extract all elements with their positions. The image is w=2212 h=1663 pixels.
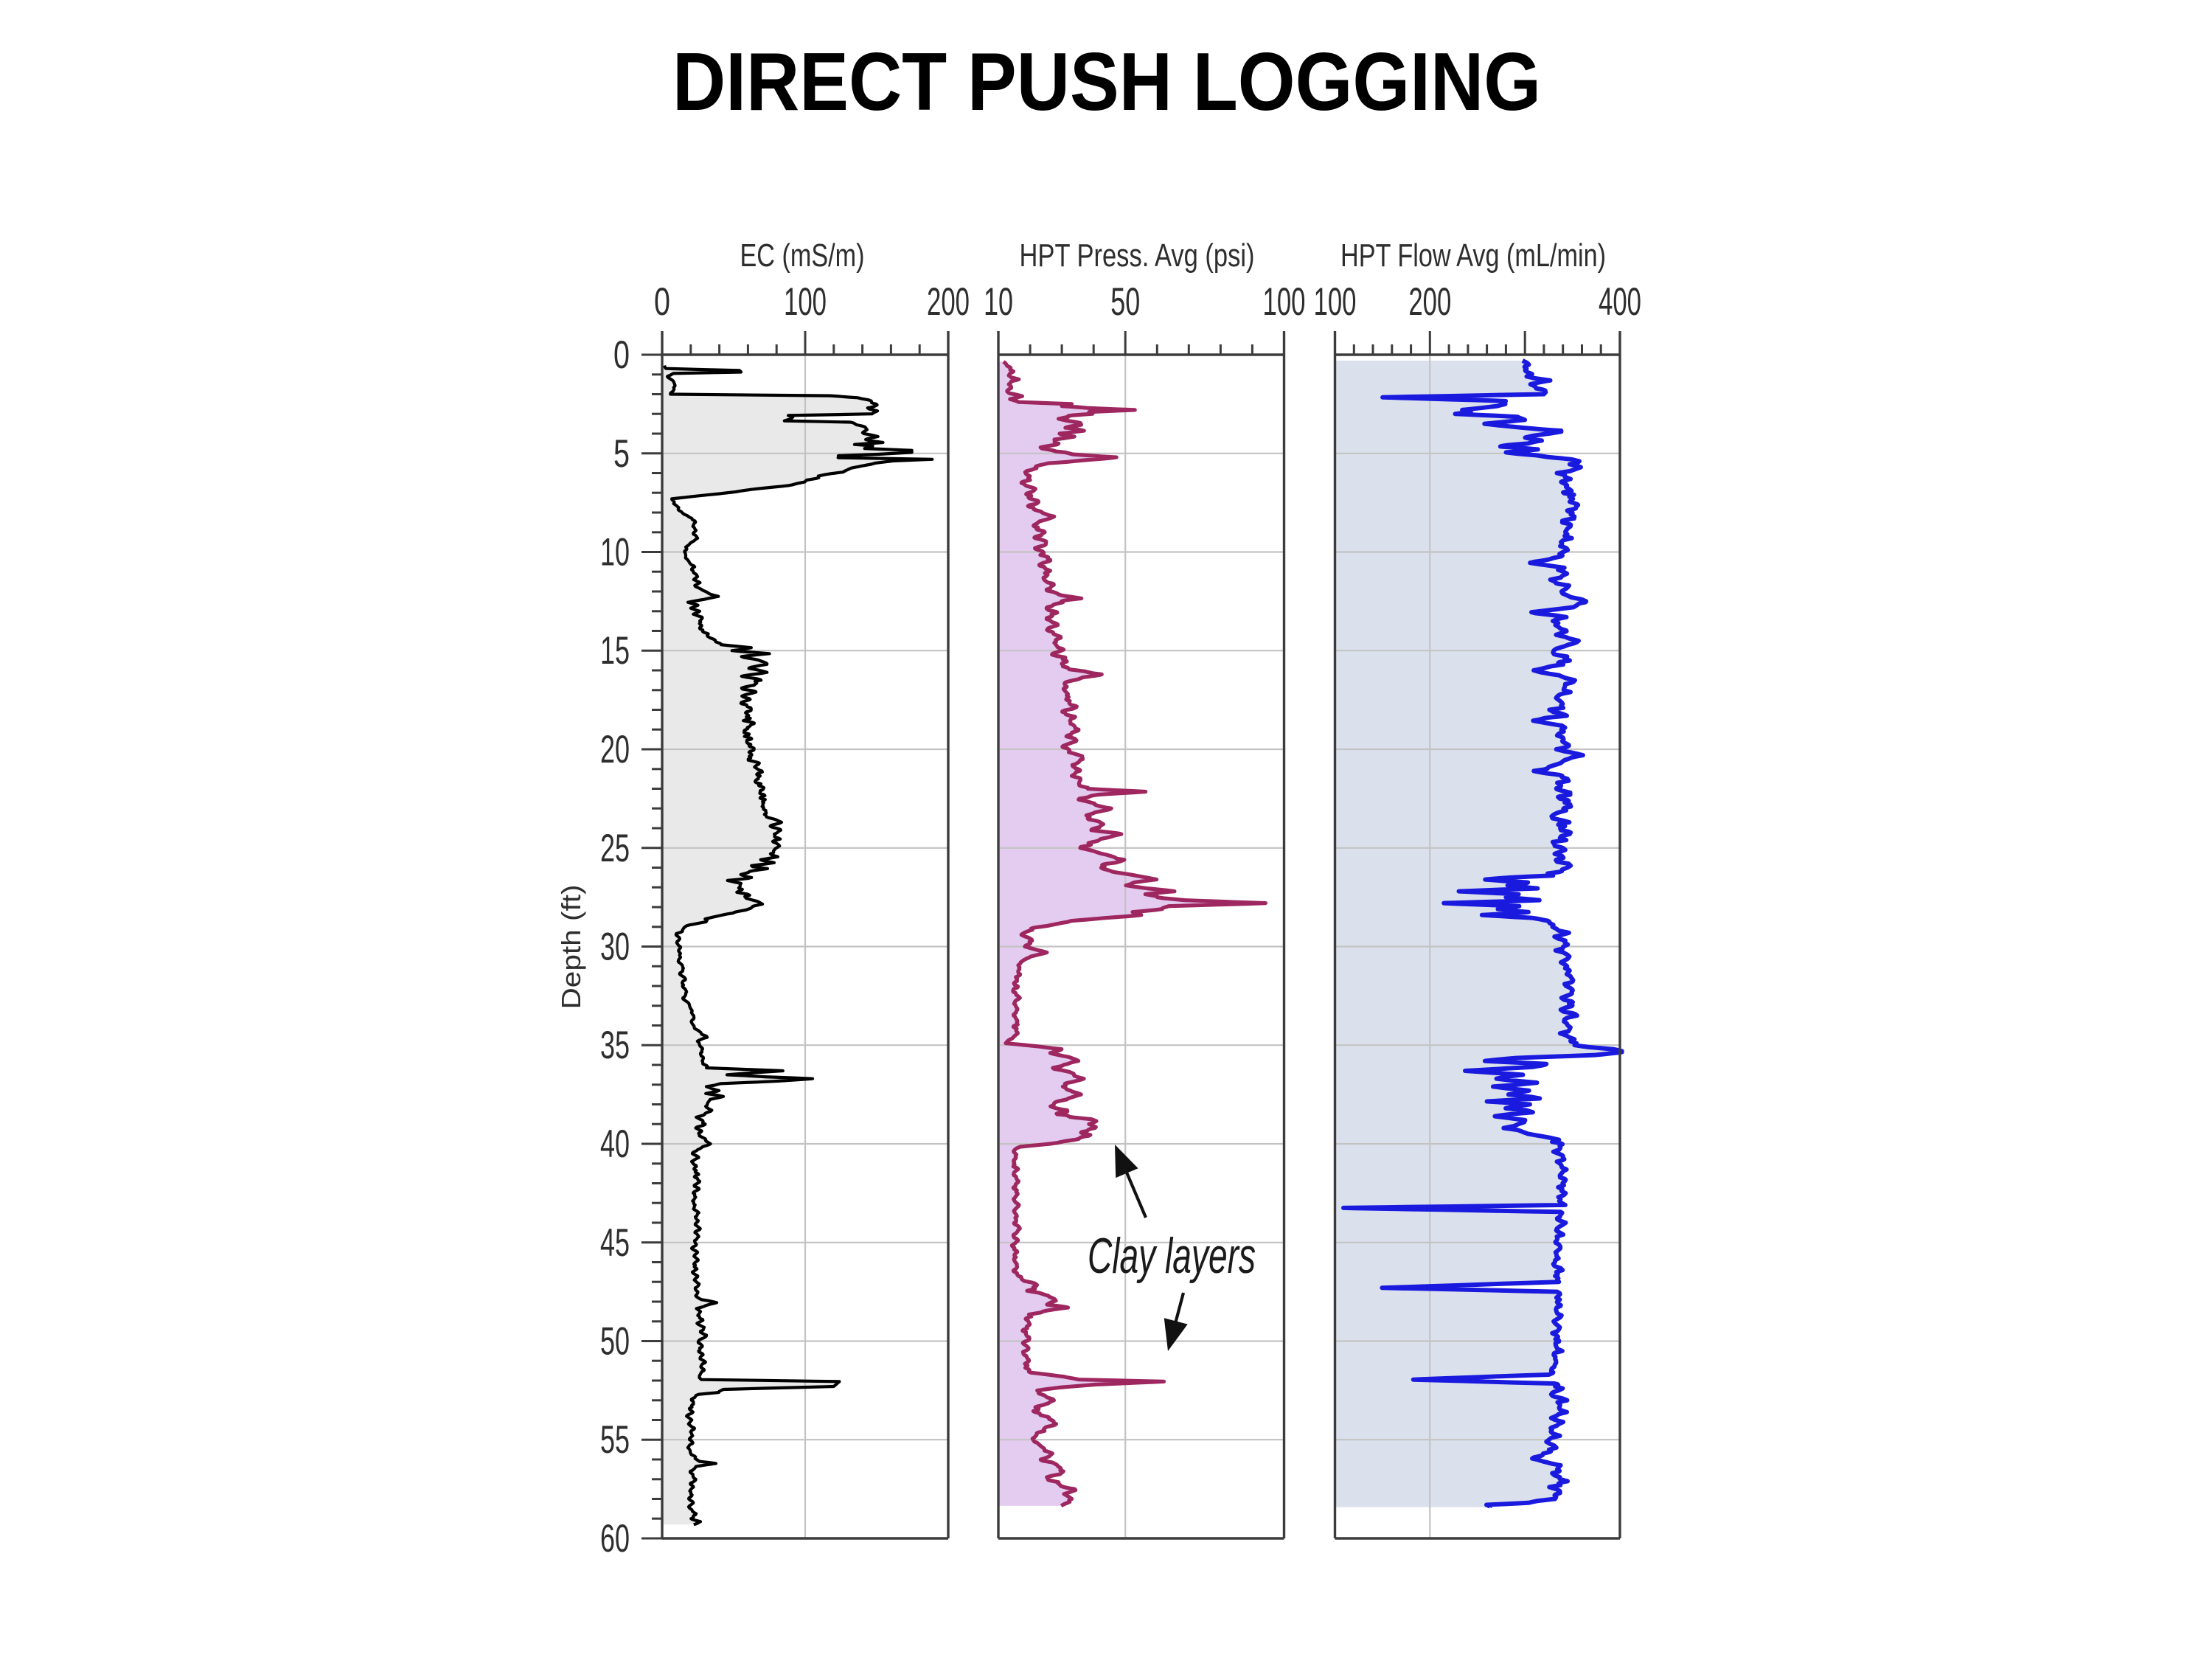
svg-text:DIRECT PUSH LOGGING: DIRECT PUSH LOGGING <box>672 36 1541 128</box>
svg-text:100: 100 <box>784 280 827 324</box>
svg-text:50: 50 <box>600 1320 630 1364</box>
svg-text:15: 15 <box>600 629 630 673</box>
svg-text:HPT Press. Avg (psi): HPT Press. Avg (psi) <box>1020 237 1255 274</box>
svg-text:55: 55 <box>600 1418 630 1462</box>
svg-text:100: 100 <box>1314 280 1357 324</box>
svg-text:Depth (ft): Depth (ft) <box>556 885 586 1010</box>
svg-text:200: 200 <box>1408 280 1451 324</box>
svg-text:10: 10 <box>984 280 1013 324</box>
svg-text:Clay layers: Clay layers <box>1088 1228 1256 1284</box>
svg-text:40: 40 <box>600 1122 630 1166</box>
svg-text:100: 100 <box>1263 280 1306 324</box>
svg-text:30: 30 <box>600 926 630 969</box>
svg-text:0: 0 <box>613 333 630 377</box>
svg-text:25: 25 <box>600 827 630 870</box>
svg-text:10: 10 <box>600 531 630 574</box>
svg-text:35: 35 <box>600 1024 630 1067</box>
svg-text:5: 5 <box>613 432 630 476</box>
svg-text:400: 400 <box>1599 280 1641 324</box>
svg-text:0: 0 <box>654 280 670 324</box>
svg-text:45: 45 <box>600 1221 630 1265</box>
svg-text:200: 200 <box>927 280 970 324</box>
svg-text:60: 60 <box>600 1517 630 1560</box>
svg-text:20: 20 <box>600 728 630 771</box>
svg-text:EC (mS/m): EC (mS/m) <box>740 237 865 274</box>
svg-text:50: 50 <box>1110 280 1140 324</box>
svg-text:HPT Flow Avg (mL/min): HPT Flow Avg (mL/min) <box>1340 237 1606 274</box>
